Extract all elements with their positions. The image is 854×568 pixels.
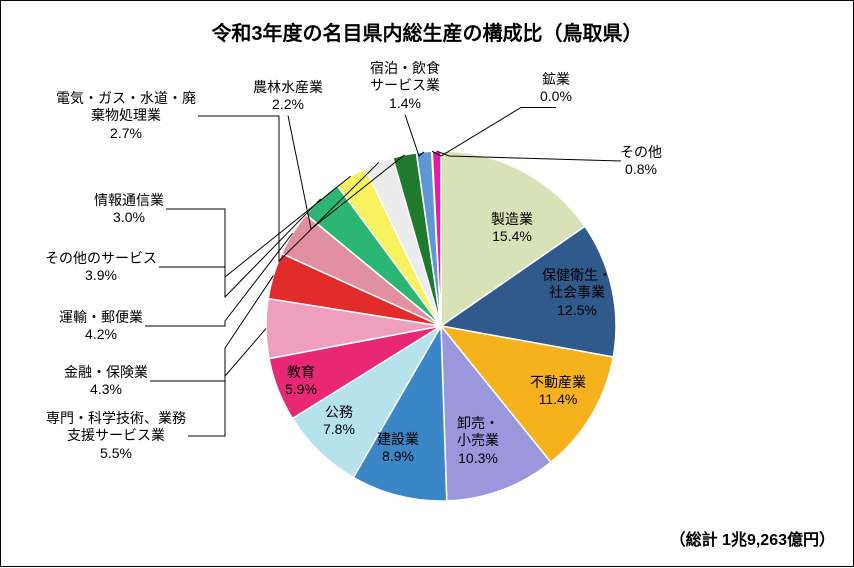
slice-label-line: 宿泊・飲食 <box>370 60 440 78</box>
slice-label-line: 保健衛生・ <box>542 267 612 285</box>
slice-pct: 8.9% <box>377 448 419 466</box>
slice-label: 金融・保険業4.3% <box>64 364 148 399</box>
slice-label-line: 情報通信業 <box>94 192 164 210</box>
slice-label: 製造業15.4% <box>491 211 533 246</box>
slice-label-line: 小売業 <box>457 432 499 450</box>
slice-label: 運輸・郵便業4.2% <box>59 309 143 344</box>
slice-pct: 5.9% <box>285 381 317 399</box>
slice-label: 建設業8.9% <box>377 431 419 466</box>
slice-pct: 3.0% <box>94 209 164 227</box>
slice-label-line: 農林水産業 <box>253 79 323 97</box>
slice-label: 不動産業11.4% <box>530 374 586 409</box>
slice-label-line: 公務 <box>323 404 355 422</box>
slice-label: 教育5.9% <box>285 364 317 399</box>
slice-label-line: 運輸・郵便業 <box>59 309 143 327</box>
slice-label-line: 棄物処理業 <box>56 107 196 125</box>
slice-pct: 12.5% <box>542 302 612 320</box>
footnote: （総計 1兆9,263億円） <box>670 526 835 550</box>
slice-label-line: 教育 <box>285 364 317 382</box>
slice-label-line: 卸売・ <box>457 415 499 433</box>
slice-pct: 4.3% <box>64 381 148 399</box>
slice-pct: 3.9% <box>45 267 157 285</box>
slice-label-line: その他のサービス <box>45 250 157 268</box>
slice-label: その他のサービス3.9% <box>45 250 157 285</box>
slice-pct: 7.8% <box>323 421 355 439</box>
slice-label-line: サービス業 <box>370 77 440 95</box>
slice-pct: 5.5% <box>46 445 186 463</box>
slice-label-line: 社会事業 <box>542 284 612 302</box>
slice-label-line: 不動産業 <box>530 374 586 392</box>
slice-label: 電気・ガス・水道・廃棄物処理業2.7% <box>56 90 196 143</box>
slice-label-line: 電気・ガス・水道・廃 <box>56 90 196 108</box>
slice-pct: 11.4% <box>530 391 586 409</box>
slice-pct: 0.0% <box>540 88 572 106</box>
slice-label-line: その他 <box>620 144 662 162</box>
slice-label-line: 専門・科学技術、業務 <box>46 410 186 428</box>
slice-label-line: 建設業 <box>377 431 419 449</box>
slice-label-line: 支援サービス業 <box>46 427 186 445</box>
slice-label-line: 金融・保険業 <box>64 364 148 382</box>
slice-label-line: 製造業 <box>491 211 533 229</box>
slice-pct: 15.4% <box>491 228 533 246</box>
slice-label: 保健衛生・社会事業12.5% <box>542 267 612 320</box>
slice-label: 鉱業0.0% <box>540 71 572 106</box>
slice-pct: 2.7% <box>56 125 196 143</box>
slice-label: 農林水産業2.2% <box>253 79 323 114</box>
slice-pct: 2.2% <box>253 96 323 114</box>
slice-label: その他0.8% <box>620 144 662 179</box>
slice-label: 卸売・小売業10.3% <box>457 415 499 468</box>
slice-pct: 10.3% <box>457 450 499 468</box>
slice-label: 公務7.8% <box>323 404 355 439</box>
slice-pct: 4.2% <box>59 326 143 344</box>
slice-label: 宿泊・飲食サービス業1.4% <box>370 60 440 113</box>
chart-container: 令和3年度の名目県内総生産の構成比（鳥取県） 製造業15.4%保健衛生・社会事業… <box>0 0 854 567</box>
slice-label: 情報通信業3.0% <box>94 192 164 227</box>
slice-pct: 0.8% <box>620 161 662 179</box>
slice-label: 専門・科学技術、業務支援サービス業5.5% <box>46 410 186 463</box>
slice-label-line: 鉱業 <box>540 71 572 89</box>
slice-pct: 1.4% <box>370 95 440 113</box>
